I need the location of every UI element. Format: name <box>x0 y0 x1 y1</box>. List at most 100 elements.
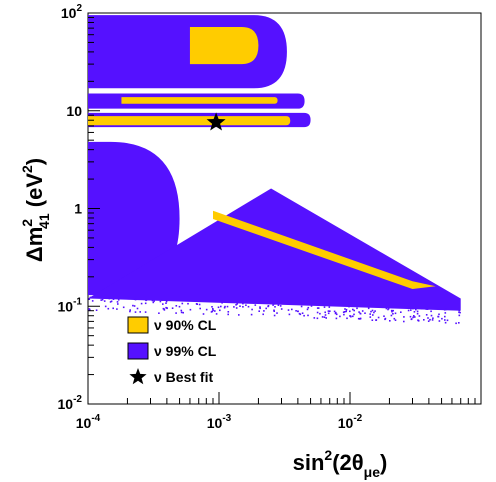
axes: 10-4 10-3 10-2 10-2 10-1 1 10 102 sin2(2θμe) Δm24… <box>19 3 476 480</box>
region-99cl-speckle <box>413 315 415 317</box>
region-99cl-speckle <box>409 315 412 318</box>
region-99cl-speckle <box>425 314 428 316</box>
region-99cl-speckle <box>387 307 390 310</box>
region-99cl-speckle <box>88 309 90 311</box>
region-99cl-speckle <box>235 304 237 306</box>
region-99cl-speckle <box>458 309 460 312</box>
region-99cl-speckle <box>316 317 319 320</box>
region-99cl-speckle <box>445 308 447 311</box>
region-99cl-speckle <box>371 309 374 312</box>
region-99cl-speckle <box>152 301 155 304</box>
region-99cl-speckle <box>345 310 347 313</box>
region-99cl-speckle <box>412 316 414 319</box>
region-99cl-speckle <box>205 308 208 311</box>
region-99cl-speckle <box>279 305 282 307</box>
region-99cl-speckle <box>356 307 358 310</box>
region-99cl-speckle <box>262 313 264 316</box>
region-99cl-speckle <box>313 317 316 319</box>
region-99cl-speckle <box>427 317 429 319</box>
region-99cl-speckle <box>158 312 160 314</box>
region-99cl-speckle <box>392 309 394 312</box>
region-99cl-speckle <box>134 311 137 313</box>
region-99cl-speckle <box>129 309 131 311</box>
region-99cl-speckle <box>144 302 147 305</box>
region-99cl-speckle <box>221 302 223 304</box>
region-99cl-speckle <box>352 308 354 311</box>
region-99cl-speckle <box>227 311 230 313</box>
region-99cl-speckle <box>431 319 434 321</box>
region-99cl-speckle <box>384 317 387 320</box>
best-fit-star-icon <box>206 112 226 131</box>
region-99cl-speckle <box>342 311 345 313</box>
region-99cl-speckle <box>250 313 253 316</box>
region-99cl-speckle <box>239 305 241 307</box>
region-99cl-speckle <box>346 317 348 320</box>
region-99cl-speckle <box>303 314 305 317</box>
region-99cl-speckle <box>280 308 283 310</box>
region-99cl-speckle <box>415 308 417 311</box>
region-99cl-speckle <box>233 306 235 308</box>
region-99cl-speckle <box>328 306 331 308</box>
region-99cl-speckle <box>335 317 338 320</box>
region-99cl-speckle <box>88 298 91 300</box>
region-99cl-speckle <box>372 314 374 316</box>
region-99cl-speckle <box>393 317 396 320</box>
legend-label: ν Best fit <box>154 369 213 385</box>
region-99cl-speckle <box>383 315 385 317</box>
region-99cl-speckle <box>394 319 397 321</box>
region-99cl-speckle <box>353 309 355 312</box>
region-99cl-speckle <box>236 301 238 304</box>
region-99cl-speckle <box>88 308 91 310</box>
region-99cl-speckle <box>369 316 372 318</box>
region-99cl-speckle <box>410 309 412 311</box>
x-tick-label: 10-4 <box>76 413 101 431</box>
region-99cl-speckle <box>196 303 198 305</box>
best-fit-marker <box>206 112 226 131</box>
region-99cl-speckle <box>323 306 326 308</box>
region-99cl-speckle <box>459 311 461 314</box>
region-99cl <box>88 141 180 296</box>
region-99cl-speckle <box>242 306 244 308</box>
region-99cl-speckle <box>345 308 348 311</box>
region-99cl-speckle <box>455 322 457 325</box>
region-99cl-speckle <box>400 311 402 313</box>
region-99cl-speckle <box>430 314 433 317</box>
region-99cl-speckle <box>321 316 324 318</box>
region-99cl-speckle <box>161 299 164 301</box>
region-99cl-speckle <box>324 311 326 314</box>
region-99cl-speckle <box>165 302 167 304</box>
region-99cl-speckle <box>316 311 319 314</box>
region-99cl-speckle <box>374 310 376 312</box>
region-99cl-speckle <box>350 315 352 318</box>
region-99cl-speckle <box>425 308 428 310</box>
region-99cl-speckle <box>333 310 336 313</box>
region-99cl-speckle <box>288 313 291 316</box>
y-tick-label: 102 <box>61 3 83 21</box>
region-99cl-speckle <box>443 309 446 311</box>
region-99cl-speckle <box>430 310 432 313</box>
region-99cl-speckle <box>375 319 377 321</box>
region-99cl-speckle <box>324 314 327 316</box>
region-99cl-speckle <box>414 316 416 318</box>
region-99cl-speckle <box>426 308 429 310</box>
region-99cl-speckle <box>175 312 177 314</box>
region-99cl-speckle <box>129 310 131 313</box>
region-99cl-speckle <box>119 297 122 300</box>
region-99cl-speckle <box>245 304 247 306</box>
region-99cl-speckle <box>299 313 302 316</box>
region-99cl-speckle <box>359 318 361 320</box>
region-99cl-speckle <box>273 303 276 305</box>
region-99cl-speckle <box>444 315 446 318</box>
region-99cl-speckle <box>227 313 229 316</box>
region-99cl-speckle <box>371 319 374 321</box>
x-axis-title: sin2(2θμe) <box>293 447 388 480</box>
x-tick-label: 10-2 <box>338 413 363 431</box>
region-99cl-speckle <box>413 311 416 313</box>
region-99cl-speckle <box>416 310 419 313</box>
region-99cl-speckle <box>223 306 226 309</box>
region-99cl-speckle <box>412 307 414 310</box>
region-99cl-speckle <box>344 308 346 310</box>
region-99cl-speckle <box>301 312 304 314</box>
region-99cl-speckle <box>236 303 238 305</box>
region-99cl <box>88 188 461 311</box>
